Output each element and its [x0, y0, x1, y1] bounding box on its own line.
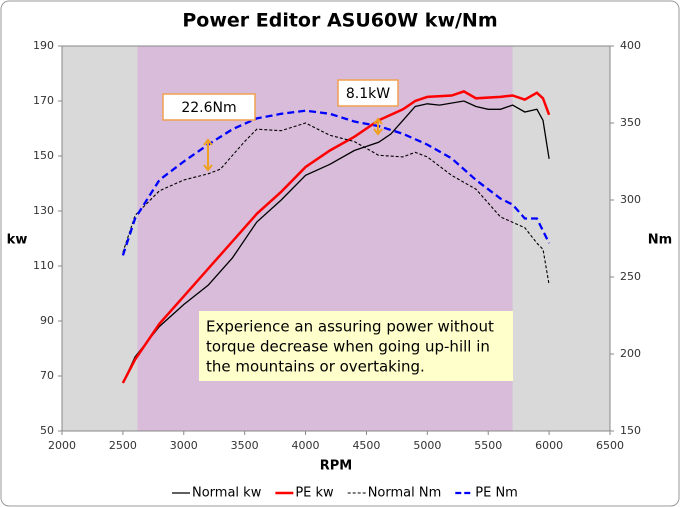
series-line — [122, 122, 550, 285]
y-tick-label: 70 — [40, 369, 54, 382]
x-tick-label: 5000 — [413, 439, 441, 452]
x-tick-label: 4500 — [352, 439, 380, 452]
note-text: torque decrease when going up-hill in — [206, 338, 490, 356]
y2-tick-label: 150 — [620, 424, 641, 437]
arrow-head — [203, 138, 213, 172]
x-tick-label: 4000 — [292, 439, 320, 452]
x-tick-label: 2500 — [109, 439, 137, 452]
annotation: 8.1kW — [346, 86, 390, 102]
x-tick-label: 3000 — [170, 439, 198, 452]
y2-axis-label: Nm — [648, 233, 672, 248]
y-tick-label: 170 — [33, 94, 54, 107]
x-tick-label: 6000 — [535, 439, 563, 452]
y-tick-label: 150 — [33, 149, 54, 162]
x-tick-label: 6500 — [596, 439, 624, 452]
legend-label: PE kw — [295, 486, 334, 501]
note-box — [199, 311, 513, 381]
annotation-box — [162, 93, 256, 121]
y2-tick-label: 250 — [620, 270, 641, 283]
arrow-head — [373, 117, 383, 136]
series-line — [122, 100, 550, 384]
chart-title: Power Editor ASU60W kw/Nm — [182, 10, 497, 32]
y-tick-label: 130 — [33, 204, 54, 217]
plot-border — [61, 45, 611, 432]
x-axis-label: RPM — [320, 459, 352, 474]
x-tick-label: 3500 — [231, 439, 259, 452]
series-line — [121, 109, 551, 256]
y-tick-label: 90 — [40, 314, 54, 327]
x-tick-label: 5500 — [474, 439, 502, 452]
y2-tick-label: 400 — [620, 39, 641, 52]
legend-label: PE Nm — [475, 486, 518, 501]
y-tick-label: 50 — [40, 424, 54, 437]
y2-tick-label: 200 — [620, 347, 641, 360]
x-tick-label: 2000 — [48, 439, 76, 452]
note-text: Experience an assuring power without — [206, 318, 494, 336]
legend-label: Normal kw — [192, 486, 262, 501]
y2-tick-label: 300 — [620, 193, 641, 206]
legend-label: Normal Nm — [368, 486, 442, 501]
y-axis-label: kw — [7, 233, 28, 248]
y-tick-label: 110 — [33, 259, 54, 272]
annotation: 22.6Nm — [181, 100, 236, 116]
y-tick-label: 190 — [33, 39, 54, 52]
series-line — [121, 90, 551, 384]
y2-tick-label: 350 — [620, 116, 641, 129]
note-text: the mountains or overtaking. — [206, 358, 425, 376]
annotation-box — [337, 79, 399, 107]
